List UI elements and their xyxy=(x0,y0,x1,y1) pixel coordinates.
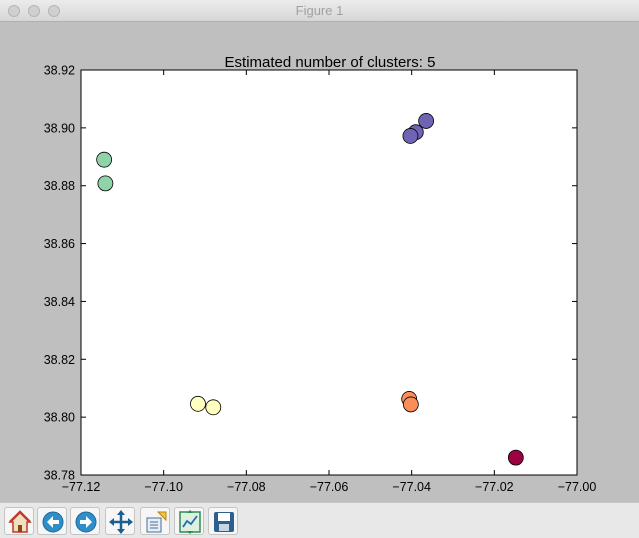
x-tick-label: −77.08 xyxy=(227,480,266,494)
y-tick-label: 38.88 xyxy=(44,179,75,193)
close-window-button[interactable] xyxy=(8,5,20,17)
plot-area[interactable] xyxy=(80,69,578,476)
cluster-3-point xyxy=(402,128,419,144)
chart-title: Estimated number of clusters: 5 xyxy=(225,54,436,71)
cluster-2-point xyxy=(205,399,222,416)
forward-arrow-icon xyxy=(75,511,97,533)
back-arrow-icon xyxy=(42,511,64,533)
save-disk-icon xyxy=(214,512,234,532)
minimize-window-button[interactable] xyxy=(28,5,40,17)
x-tick-label: −77.06 xyxy=(310,480,349,494)
save-button[interactable] xyxy=(208,507,238,535)
scatter-chart[interactable]: Estimated number of clusters: 5 −77.12 −7… xyxy=(0,22,639,502)
zoom-button[interactable] xyxy=(140,507,170,535)
cluster-5-point xyxy=(507,449,524,466)
navigation-toolbar xyxy=(0,502,639,538)
x-tick-label: −77.00 xyxy=(558,480,597,494)
x-tick-label: −77.12 xyxy=(62,480,101,494)
x-tick-label: −77.02 xyxy=(475,480,514,494)
forward-button[interactable] xyxy=(70,507,100,535)
cluster-3-point xyxy=(418,113,435,129)
back-button[interactable] xyxy=(37,507,67,535)
subplots-config-icon xyxy=(179,510,201,534)
y-tick-label: 38.78 xyxy=(44,469,75,483)
y-tick-label: 38.92 xyxy=(44,64,75,78)
pan-move-icon xyxy=(109,510,133,534)
home-icon xyxy=(8,510,32,533)
y-tick-label: 38.80 xyxy=(44,411,75,425)
pan-button[interactable] xyxy=(105,507,135,535)
y-tick-label: 38.82 xyxy=(44,353,75,367)
cluster-4-point xyxy=(402,396,419,413)
window-titlebar[interactable]: Figure 1 xyxy=(0,0,639,22)
y-tick-label: 38.90 xyxy=(44,121,75,135)
y-tick-label: 38.84 xyxy=(44,295,75,309)
y-tick-label: 38.86 xyxy=(44,237,75,251)
cluster-1-point xyxy=(97,175,114,192)
subplots-button[interactable] xyxy=(174,507,204,535)
home-button[interactable] xyxy=(4,507,34,535)
x-tick-label: −77.04 xyxy=(392,480,431,494)
x-tick-label: −77.10 xyxy=(144,480,183,494)
zoom-window-button[interactable] xyxy=(48,5,60,17)
cluster-1-point xyxy=(96,151,113,168)
cluster-2-point xyxy=(190,395,206,412)
window-title: Figure 1 xyxy=(295,3,344,18)
zoom-rect-icon xyxy=(146,511,167,533)
figure-canvas[interactable]: Estimated number of clusters: 5 −77.12 −7… xyxy=(0,22,639,502)
